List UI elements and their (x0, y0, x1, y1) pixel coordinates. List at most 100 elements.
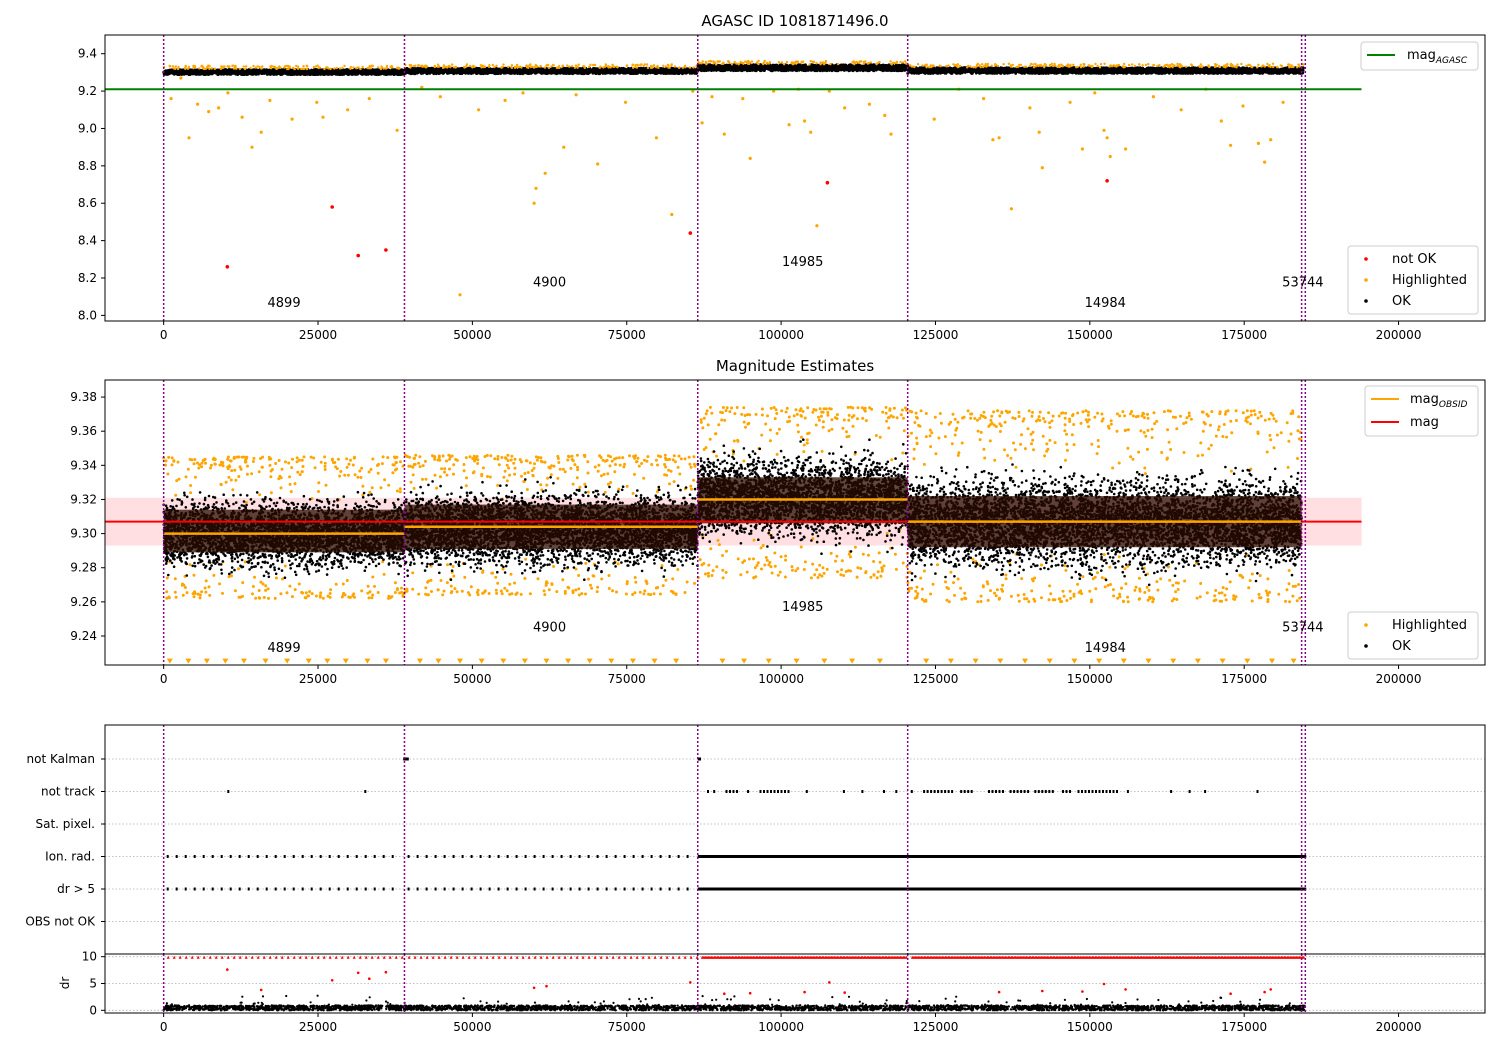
highlighted-point (421, 65, 423, 67)
highlighted-point (748, 63, 750, 65)
highlighted-point (495, 65, 497, 67)
highlighted-point (566, 64, 568, 66)
highlighted-point (626, 64, 628, 66)
highlighted-point (483, 65, 485, 67)
highlighted-point (361, 66, 363, 68)
highlighted-point (796, 62, 798, 64)
highlighted-point (742, 63, 744, 65)
highlighted-point (414, 65, 416, 67)
highlighted-point (829, 63, 831, 65)
highlighted-point (410, 65, 412, 67)
highlighted-point (371, 65, 373, 67)
highlighted-point (733, 61, 735, 63)
highlighted-point (169, 65, 171, 67)
highlighted-point (315, 65, 317, 67)
highlighted-point (438, 65, 440, 67)
highlighted-point (293, 68, 295, 70)
highlighted-point (223, 66, 225, 68)
highlighted-point (480, 64, 482, 66)
highlighted-point (488, 64, 490, 66)
highlighted-point (647, 67, 649, 69)
highlighted-point (778, 61, 780, 63)
highlighted-point (520, 66, 522, 68)
highlighted-point (870, 61, 872, 63)
highlighted-point (367, 67, 369, 69)
highlighted-point (682, 67, 684, 69)
highlighted-point (820, 61, 822, 63)
highlighted-point (423, 65, 425, 67)
highlighted-point (527, 67, 529, 69)
highlighted-point (722, 62, 724, 64)
highlighted-point (571, 65, 573, 67)
highlighted-point (632, 67, 634, 69)
highlighted-point (448, 65, 450, 67)
highlighted-point (891, 63, 893, 65)
highlighted-point (391, 66, 393, 68)
highlighted-point (594, 64, 596, 66)
highlighted-point (904, 60, 906, 62)
highlighted-point (343, 65, 345, 67)
highlighted-point (352, 66, 354, 68)
highlighted-point (640, 63, 642, 65)
highlighted-point (370, 67, 372, 69)
highlighted-point (766, 62, 768, 64)
highlighted-point (583, 65, 585, 67)
highlighted-point (668, 67, 670, 69)
highlighted-point (270, 67, 272, 69)
highlighted-point (274, 66, 276, 68)
highlighted-point (544, 66, 546, 68)
highlighted-point (535, 64, 537, 66)
highlighted-point (245, 65, 247, 67)
highlighted-point (207, 65, 209, 67)
highlighted-point (329, 68, 331, 70)
highlighted-point (558, 65, 560, 67)
highlighted-point (445, 66, 447, 68)
highlighted-point (674, 65, 676, 67)
highlighted-point (783, 63, 785, 65)
highlighted-point (303, 68, 305, 70)
highlighted-point (231, 65, 233, 67)
highlighted-point (369, 65, 371, 67)
highlighted-point (356, 67, 358, 69)
highlighted-point (492, 64, 494, 66)
highlighted-point (297, 68, 299, 70)
highlighted-point (588, 66, 590, 68)
highlighted-point (692, 66, 694, 68)
highlighted-point (548, 67, 550, 69)
highlighted-point (185, 65, 187, 67)
highlighted-point (751, 60, 753, 62)
highlighted-point (731, 63, 733, 65)
highlighted-point (859, 60, 861, 62)
highlighted-point (653, 64, 655, 66)
highlighted-point (678, 67, 680, 69)
highlighted-point (616, 66, 618, 68)
highlighted-point (634, 66, 636, 68)
highlighted-point (562, 65, 564, 67)
highlighted-point (187, 68, 189, 70)
highlighted-point (434, 65, 436, 67)
highlighted-point (808, 63, 810, 65)
highlighted-point (297, 66, 299, 68)
highlighted-point (243, 65, 245, 67)
highlighted-point (383, 67, 385, 69)
highlighted-point (220, 65, 222, 67)
highlighted-point (201, 65, 203, 67)
highlighted-point (192, 65, 194, 67)
highlighted-point (715, 63, 717, 65)
highlighted-point (539, 65, 541, 67)
highlighted-point (667, 64, 669, 66)
highlighted-point (234, 67, 236, 69)
highlighted-point (604, 66, 606, 68)
highlighted-point (306, 68, 308, 70)
highlighted-point (532, 66, 534, 68)
highlighted-point (466, 63, 468, 65)
highlighted-point (339, 67, 341, 69)
highlighted-point (851, 61, 853, 63)
highlighted-point (326, 66, 328, 68)
highlighted-point (443, 64, 445, 66)
highlighted-point (791, 61, 793, 63)
highlighted-point (740, 61, 742, 63)
highlighted-point (574, 67, 576, 69)
highlighted-point (902, 61, 904, 63)
highlighted-point (613, 66, 615, 68)
